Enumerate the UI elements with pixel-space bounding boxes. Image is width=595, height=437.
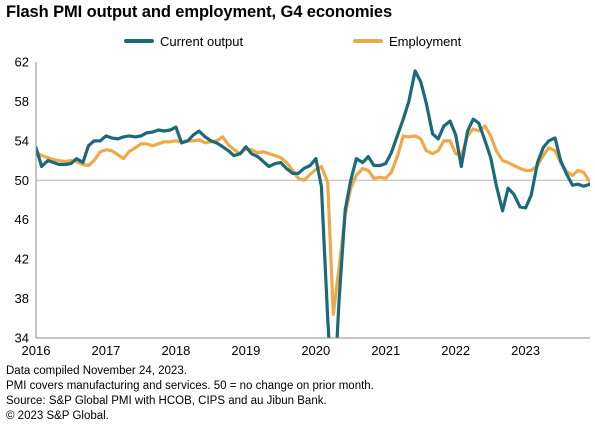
chart-title: Flash PMI output and employment, G4 econ… [6, 3, 393, 21]
x-tick-label-2020: 2020 [301, 343, 330, 358]
legend-label-employment: Employment [389, 33, 462, 49]
legend-label-current-output: Current output [160, 33, 244, 49]
y-tick-label-46: 46 [15, 212, 29, 227]
x-tick-label-2016: 2016 [22, 343, 51, 358]
footnote-source: Source: S&P Global PMI with HCOB, CIPS a… [6, 395, 327, 407]
axes [35, 62, 590, 339]
series-lines [36, 69, 590, 338]
y-tick-label-38: 38 [15, 291, 29, 306]
chart-legend: Current output Employment [0, 32, 595, 50]
series-line-current-output [36, 69, 590, 338]
footnotes: Data compiled November 24, 2023. PMI cov… [6, 364, 374, 424]
legend-item-current-output: Current output [124, 32, 243, 50]
series-line-employment [36, 124, 590, 316]
y-tick-label-54: 54 [15, 133, 29, 148]
x-axis-tick-labels: 2016 2017 2018 2019 2020 2021 2022 2023 [22, 343, 541, 358]
legend-swatch-employment [353, 39, 383, 43]
x-tick-label-2023: 2023 [511, 343, 540, 358]
y-tick-label-50: 50 [15, 173, 29, 188]
x-tick-label-2018: 2018 [161, 343, 190, 358]
y-tick-label-42: 42 [15, 252, 29, 267]
y-tick-label-34: 34 [15, 331, 29, 346]
x-tick-label-2022: 2022 [441, 343, 470, 358]
footnote-date: Data compiled November 24, 2023. [6, 365, 187, 377]
x-tick-label-2017: 2017 [91, 343, 120, 358]
y-axis-tick-labels: 34 38 42 46 50 54 58 62 [15, 55, 29, 346]
legend-swatch-current-output [124, 39, 154, 43]
footnote-copyright: © 2023 S&P Global. [6, 410, 109, 422]
footnote-coverage: PMI covers manufacturing and services. 5… [6, 380, 374, 392]
y-tick-label-58: 58 [15, 94, 29, 109]
y-tick-label-62: 62 [15, 55, 29, 70]
x-tick-label-2019: 2019 [231, 343, 260, 358]
x-tick-label-2021: 2021 [371, 343, 400, 358]
legend-item-employment: Employment [353, 32, 461, 50]
